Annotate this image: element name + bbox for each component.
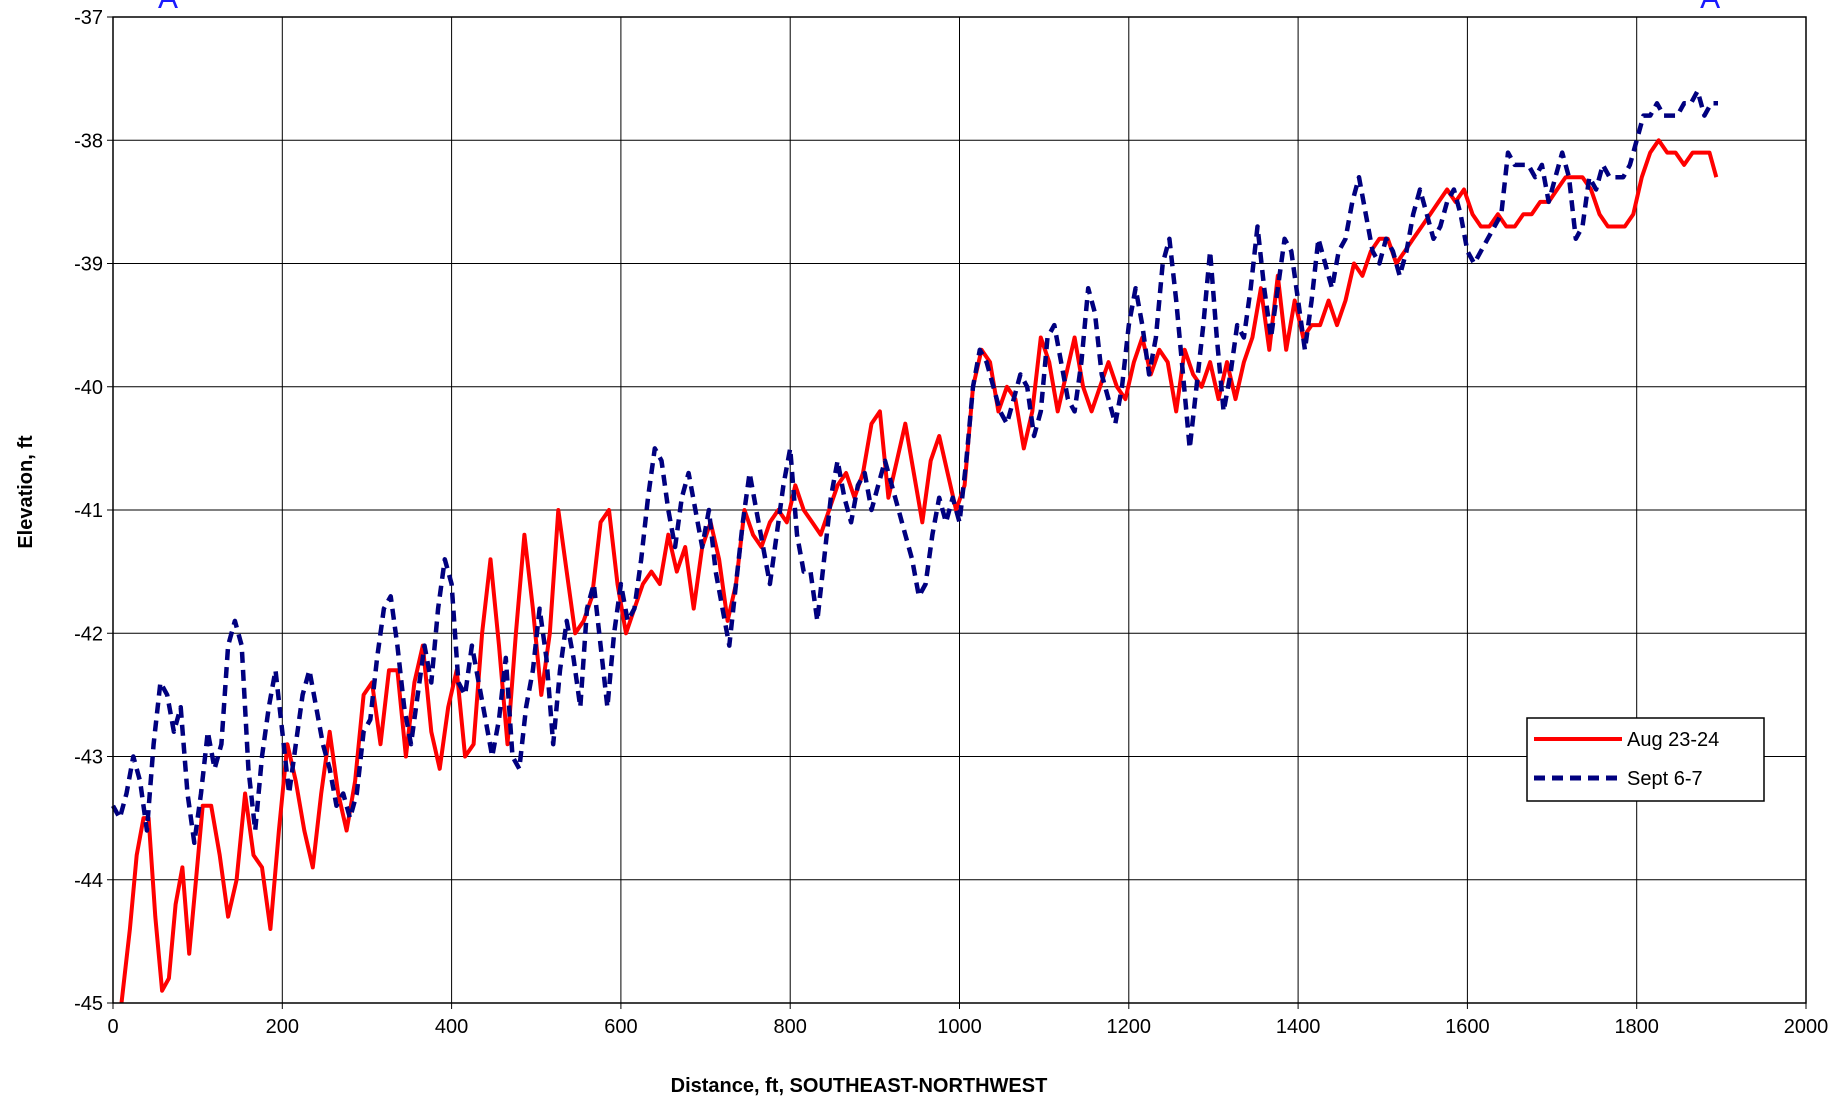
x-tick-label-600: 600 [604,1016,637,1038]
x-tick-label-200: 200 [266,1016,299,1038]
y-tick-label--37: -37 [74,7,103,29]
series-line-1 [111,88,1718,846]
x-tick-label-1600: 1600 [1445,1016,1490,1038]
y-tick-label--39: -39 [74,254,103,276]
x-tick-label-1800: 1800 [1614,1016,1659,1038]
legend-label-sept-6-7: Sept 6-7 [1627,768,1703,790]
section-label-a: A [158,0,178,15]
series-line-0 [119,138,1719,1004]
y-tick-label--45: -45 [74,993,103,1015]
plot-frame [112,16,1807,1004]
y-axis-title: Elevation, ft [15,435,37,549]
y-tick-label--43: -43 [74,747,103,769]
legend-label-aug-23-24: Aug 23-24 [1627,729,1719,751]
x-axis-title: Distance, ft, SOUTHEAST-NORTHWEST [671,1075,1048,1097]
tick-labels: 0 200 400 600 800 1000 1200 1400 1600 1800 2000 -37… [74,7,1828,1038]
y-tick-label--38: -38 [74,130,103,152]
x-tick-label-1000: 1000 [937,1016,982,1038]
axes [107,16,1807,1009]
legend-box [1526,717,1765,802]
legend: Aug 23-24 Sept 6-7 [1526,717,1765,802]
y-tick-label--41: -41 [74,500,103,522]
section-label-a-prime: A' [1700,0,1726,15]
series-layer [111,88,1719,1004]
x-tick-label-800: 800 [774,1016,807,1038]
x-tick-label-1200: 1200 [1107,1016,1152,1038]
x-tick-label-2000: 2000 [1784,1016,1829,1038]
y-tick-label--42: -42 [74,623,103,645]
x-tick-label-400: 400 [435,1016,468,1038]
y-tick-label--40: -40 [74,377,103,399]
x-tick-label-1400: 1400 [1276,1016,1321,1038]
x-tick-label-0: 0 [107,1016,118,1038]
y-tick-label--44: -44 [74,870,103,892]
